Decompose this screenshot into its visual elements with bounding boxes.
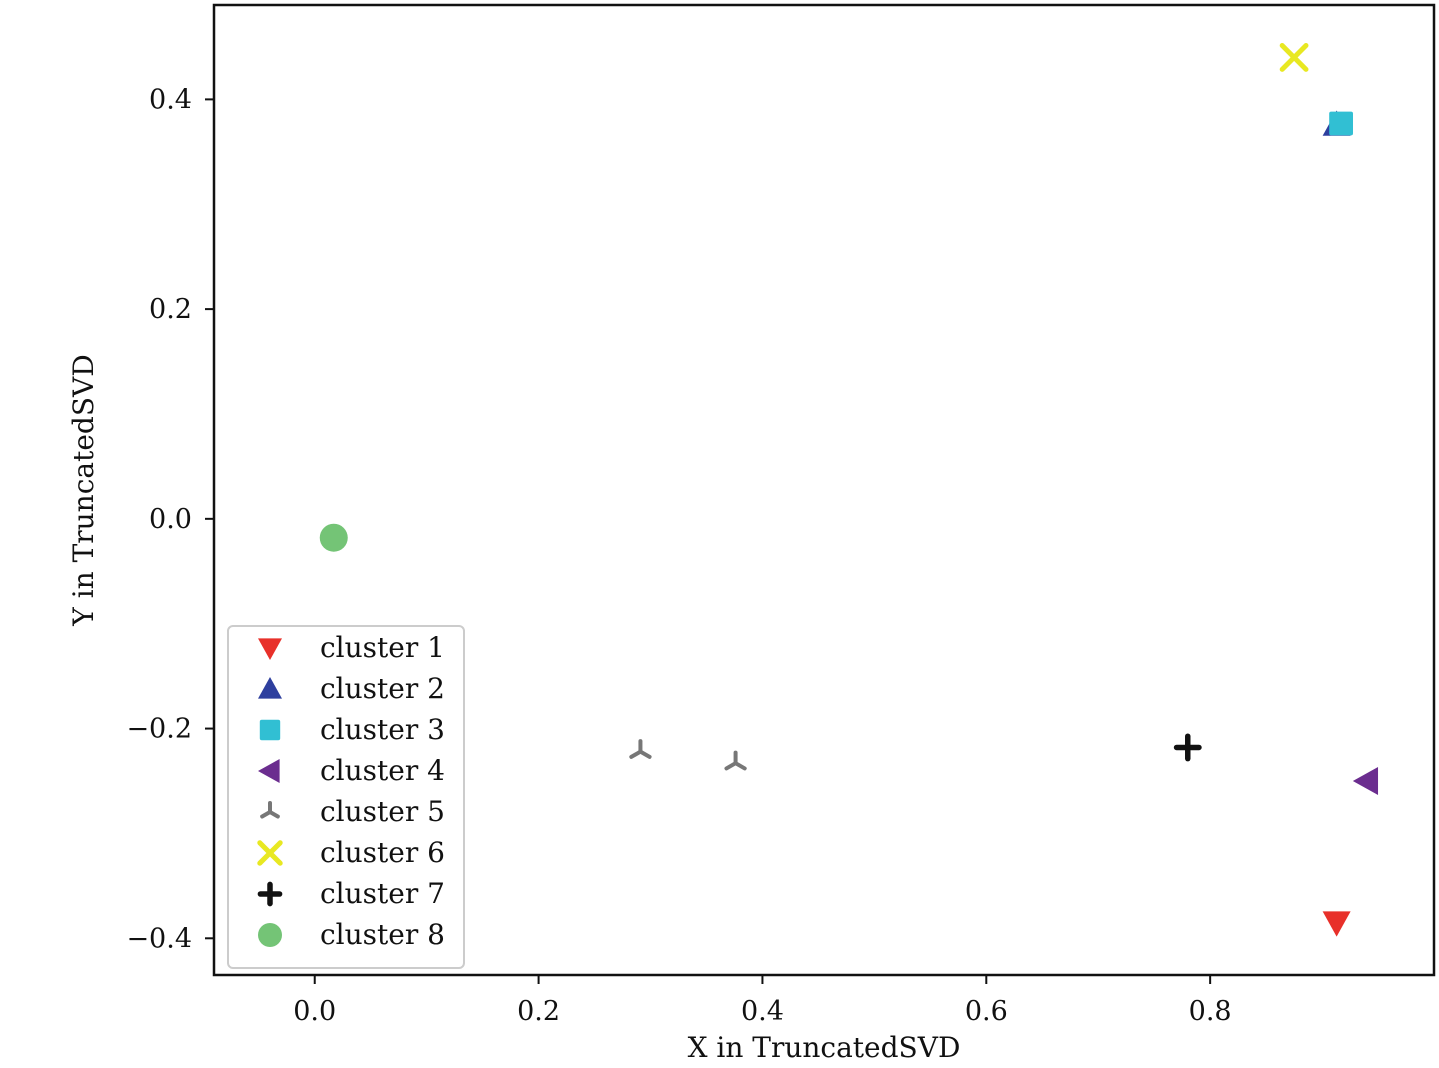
y-tick-label: 0.2 xyxy=(149,294,192,325)
x-tick-label: 0.4 xyxy=(741,996,784,1027)
data-point-cluster-5 xyxy=(724,750,747,771)
legend-marker-cluster-2 xyxy=(258,677,282,699)
legend-marker-cluster-5 xyxy=(260,801,280,819)
legend-label: cluster 8 xyxy=(320,918,445,951)
legend-marker-cluster-4 xyxy=(258,759,280,783)
data-point-cluster-7 xyxy=(1173,733,1202,762)
x-tick-label: 0.2 xyxy=(517,996,560,1027)
legend-label: cluster 7 xyxy=(320,877,445,910)
x-tick-label: 0.8 xyxy=(1189,996,1232,1027)
legend-marker-cluster-7 xyxy=(257,881,283,907)
legend-marker-cluster-3 xyxy=(259,719,281,741)
y-tick-label: −0.2 xyxy=(126,714,192,745)
axes: 0.0 0.2 0.4 0.6 0.8 −0.4 −0.2 0.0 0.2 0.4 xyxy=(126,84,1231,1027)
y-tick-label: 0.4 xyxy=(149,84,192,115)
legend-label: cluster 3 xyxy=(320,713,445,746)
data-point-cluster-8 xyxy=(319,523,348,552)
legend-marker-cluster-6 xyxy=(257,840,283,866)
data-point-cluster-4 xyxy=(1352,767,1379,795)
legend-marker-cluster-1 xyxy=(258,638,282,660)
legend-label: cluster 5 xyxy=(320,795,445,828)
data-point-cluster-3 xyxy=(1329,111,1354,136)
y-tick-label: 0.0 xyxy=(149,504,192,535)
legend-label: cluster 6 xyxy=(320,836,445,869)
y-tick-label: −0.4 xyxy=(126,923,192,954)
x-tick-label: 0.0 xyxy=(293,996,336,1027)
legend-label: cluster 1 xyxy=(320,631,445,664)
legend-label: cluster 2 xyxy=(320,672,445,705)
data-point-cluster-5 xyxy=(629,739,652,759)
data-point-cluster-1 xyxy=(1322,911,1351,937)
data-points xyxy=(319,43,1379,937)
legend-marker-cluster-8 xyxy=(258,923,282,947)
legend: cluster 1 cluster 2 cluster 3 cluster 4 clus… xyxy=(227,625,465,969)
x-axis-title: X in TruncatedSVD xyxy=(688,1031,961,1063)
legend-label: cluster 4 xyxy=(320,754,445,787)
y-axis-title: Y in TruncatedSVD xyxy=(67,354,100,626)
legend-box xyxy=(227,625,465,969)
x-tick-label: 0.6 xyxy=(965,996,1008,1027)
data-point-cluster-6 xyxy=(1279,43,1309,72)
